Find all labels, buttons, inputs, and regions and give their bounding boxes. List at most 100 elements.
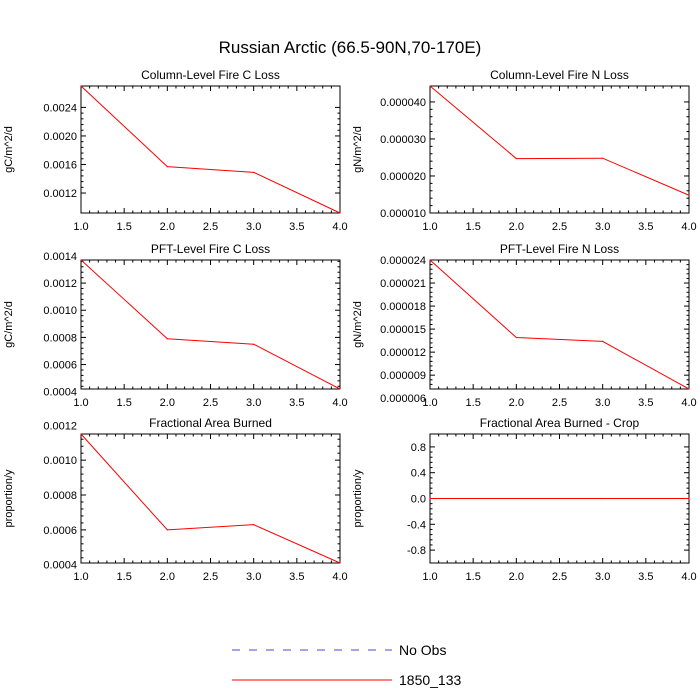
data-point [602,157,604,159]
y-tick-label: 0.000024 [380,255,426,267]
data-point [429,497,431,500]
data-point [688,388,690,390]
y-tick-label: 0.0004 [43,560,77,572]
y-tick-label: 0.000018 [380,301,426,313]
plot-frame [80,259,341,390]
y-tick-label: 0.000030 [380,134,426,146]
x-tick-label: 3.5 [289,397,304,409]
y-tick-label: 0.000020 [380,171,426,183]
chart-panel-1: Column-Level Fire C Loss 1.0 1.5 2.0 2.5 3.0 3… [3,68,348,233]
y-tick-label: 0.000010 [380,208,426,220]
x-tick-label: 2.0 [160,221,175,233]
x-tick-label: 3.5 [638,221,653,233]
panel-title: Fractional Area Burned - Crop [480,416,640,430]
chart-panel-4: PFT-Level Fire N Loss 1.0 1.5 2.0 2.5 3.0 3.5 4… [352,242,697,409]
x-tick-label: 3.0 [595,571,610,583]
y-tick-label: 0.0024 [43,102,77,114]
y-tick-label: 0.0006 [43,525,77,537]
data-point [515,157,517,160]
y-tick-label: 0.0006 [43,360,77,372]
x-tick-label: 1.0 [422,221,437,233]
panel-title: PFT-Level Fire C Loss [151,242,270,256]
y-tick-label: 0.4 [411,468,426,480]
panel-title: Fractional Area Burned [149,416,272,430]
x-tick-label: 2.0 [509,397,524,409]
y-axis-label: gN/m^2/d [352,126,364,173]
data-point [688,194,690,196]
chart-panel-6: Fractional Area Burned - Crop 1.0 1.5 2.0 2.… [352,416,697,583]
data-point [253,524,255,526]
series-line-1850_133 [80,85,341,214]
data-point [515,336,517,339]
x-tick-label: 1.5 [466,397,481,409]
y-tick-label: 0.0012 [43,188,77,200]
y-tick-label: 0.0014 [43,251,77,263]
legend: No Obs 1850_133 [232,642,462,688]
legend-label: No Obs [399,642,446,658]
x-tick-label: 2.5 [203,221,218,233]
x-tick-label: 1.5 [117,397,132,409]
x-tick-label: 3.5 [638,571,653,583]
x-tick-label: 2.5 [552,221,567,233]
chart-panel-3: PFT-Level Fire C Loss 1.0 1.5 2.0 2.5 3.0 3.5 4… [3,242,348,409]
x-tick-label: 2.0 [160,397,175,409]
y-axis-label: proportion/y [352,469,364,528]
series-line-1850_133 [80,433,341,564]
x-tick-label: 3.0 [246,221,261,233]
x-tick-label: 1.5 [466,221,481,233]
y-axis-label: gC/m^2/d [3,301,15,348]
x-tick-label: 2.0 [509,221,524,233]
x-tick-label: 1.5 [466,571,481,583]
x-tick-label: 4.0 [681,397,696,409]
x-tick-label: 1.0 [422,397,437,409]
chart-panel-2: Column-Level Fire N Loss 1.0 1.5 2.0 2.5 3.0 3… [352,68,697,233]
y-tick-label: 0.000021 [380,278,426,290]
y-tick-label: 0.0010 [43,455,77,467]
x-tick-label: 1.0 [422,571,437,583]
y-tick-label: 0.000006 [380,393,426,405]
x-tick-label: 4.0 [681,571,696,583]
y-tick-label: 0.0010 [43,305,77,317]
x-tick-label: 3.5 [289,571,304,583]
legend-label: 1850_133 [399,672,462,688]
x-tick-label: 1.5 [117,221,132,233]
y-tick-label: 0.0008 [43,332,77,344]
figure-title: Russian Arctic (66.5-90N,70-170E) [219,38,482,57]
x-tick-label: 1.5 [117,571,132,583]
chart-panel-5: Fractional Area Burned 1.0 1.5 2.0 2.5 3.0 3.5… [3,416,348,583]
x-tick-label: 4.0 [681,221,696,233]
data-point [166,338,168,340]
y-tick-label: 0.0012 [43,278,77,290]
data-point [80,433,82,435]
y-tick-label: 0.0004 [43,387,77,399]
data-point [253,171,255,173]
y-axis-label: gC/m^2/d [3,126,15,173]
x-tick-label: 2.5 [552,571,567,583]
panel-title: PFT-Level Fire N Loss [500,242,619,256]
x-tick-label: 2.5 [203,571,218,583]
data-point [688,497,690,500]
y-axis-label: proportion/y [3,469,15,528]
x-tick-label: 2.5 [203,397,218,409]
plot-frame [429,85,690,214]
series-line-1850_133 [429,259,690,390]
data-point [515,497,517,500]
y-tick-label: 0.000009 [380,370,426,382]
legend-item-1: No Obs [232,642,446,658]
data-point [166,529,168,531]
y-axis-label: gN/m^2/d [352,301,364,348]
y-tick-label: -0.4 [407,519,426,531]
x-tick-label: 4.0 [332,397,347,409]
data-point [339,388,341,390]
data-point [339,212,341,214]
y-tick-label: 0.0020 [43,131,77,143]
data-point [602,340,604,342]
y-tick-label: 0.000015 [380,324,426,336]
x-tick-label: 1.0 [73,571,88,583]
data-point [339,562,341,564]
x-tick-label: 3.0 [246,397,261,409]
data-point [80,259,82,261]
plot-frame [429,259,690,390]
data-point [166,166,168,168]
